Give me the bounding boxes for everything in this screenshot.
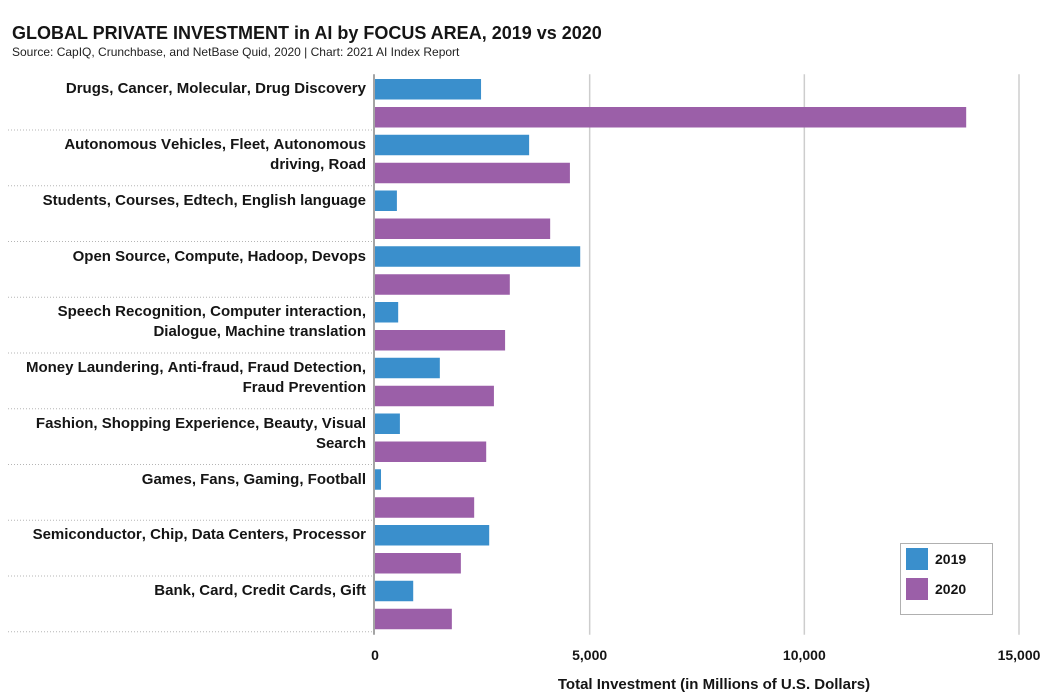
bar-2019 <box>375 413 400 434</box>
bar-2019 <box>375 79 482 100</box>
bar-2020 <box>375 608 452 630</box>
x-tick-label: 10,000 <box>782 647 826 663</box>
bar-2020 <box>375 162 570 184</box>
legend-item-2019: 2019 <box>906 548 992 570</box>
bars <box>375 79 967 630</box>
category-label: Drugs, Cancer, Molecular, Drug Discovery <box>65 80 366 98</box>
bar-2019 <box>375 246 581 267</box>
category-label: Open Source, Compute, Hadoop, Devops <box>72 247 366 265</box>
bar-2020 <box>375 441 487 462</box>
category-label: Autonomous Vehicles, Fleet, Autonomous d… <box>64 136 366 174</box>
category-label: Semiconductor, Chip, Data Centers, Proce… <box>32 526 366 544</box>
x-tick-label: 5,000 <box>572 647 608 663</box>
legend-item-2020: 2020 <box>906 578 992 600</box>
bar-2020 <box>375 274 510 295</box>
category-label: Money Laundering, Anti-fraud, Fraud Dete… <box>25 359 366 397</box>
legend-label-2019: 2019 <box>935 551 967 567</box>
bar-2020 <box>375 385 494 407</box>
category-label: Games, Fans, Gaming, Football <box>141 470 366 488</box>
bar-2019 <box>375 134 530 156</box>
bar-2020 <box>375 553 461 574</box>
x-tick-label: 0 <box>371 647 379 663</box>
category-label: Students, Courses, Edtech, English langu… <box>42 191 366 209</box>
category-separators <box>8 129 372 633</box>
chart-title: GLOBAL PRIVATE INVESTMENT in AI by FOCUS… <box>12 23 602 43</box>
bar-2020 <box>375 107 967 128</box>
bar-2020 <box>375 497 475 518</box>
bar-2019 <box>375 580 414 602</box>
x-tick-label: 15,000 <box>997 647 1041 663</box>
x-axis-title: Total Investment (in Millions of U.S. Do… <box>557 676 871 693</box>
bar-2020 <box>375 218 551 239</box>
bar-2019 <box>375 469 382 490</box>
category-label: Fashion, Shopping Experience, Beauty, Vi… <box>35 414 366 452</box>
category-label: Bank, Card, Credit Cards, Gift <box>154 582 366 600</box>
legend-swatch-2020 <box>906 578 928 600</box>
bar-2019 <box>375 357 440 379</box>
chart-subtitle: Source: CapIQ, Crunchbase, and NetBase Q… <box>12 45 460 59</box>
bar-2019 <box>375 190 397 211</box>
bar-2020 <box>375 330 506 351</box>
legend: 2019 2020 <box>900 543 993 615</box>
gridlines <box>373 74 1020 635</box>
bar-2019 <box>375 525 490 546</box>
legend-label-2020: 2020 <box>935 581 967 597</box>
legend-swatch-2019 <box>906 548 928 570</box>
bar-2019 <box>375 302 399 323</box>
category-label: Speech Recognition, Computer interaction… <box>57 303 366 341</box>
